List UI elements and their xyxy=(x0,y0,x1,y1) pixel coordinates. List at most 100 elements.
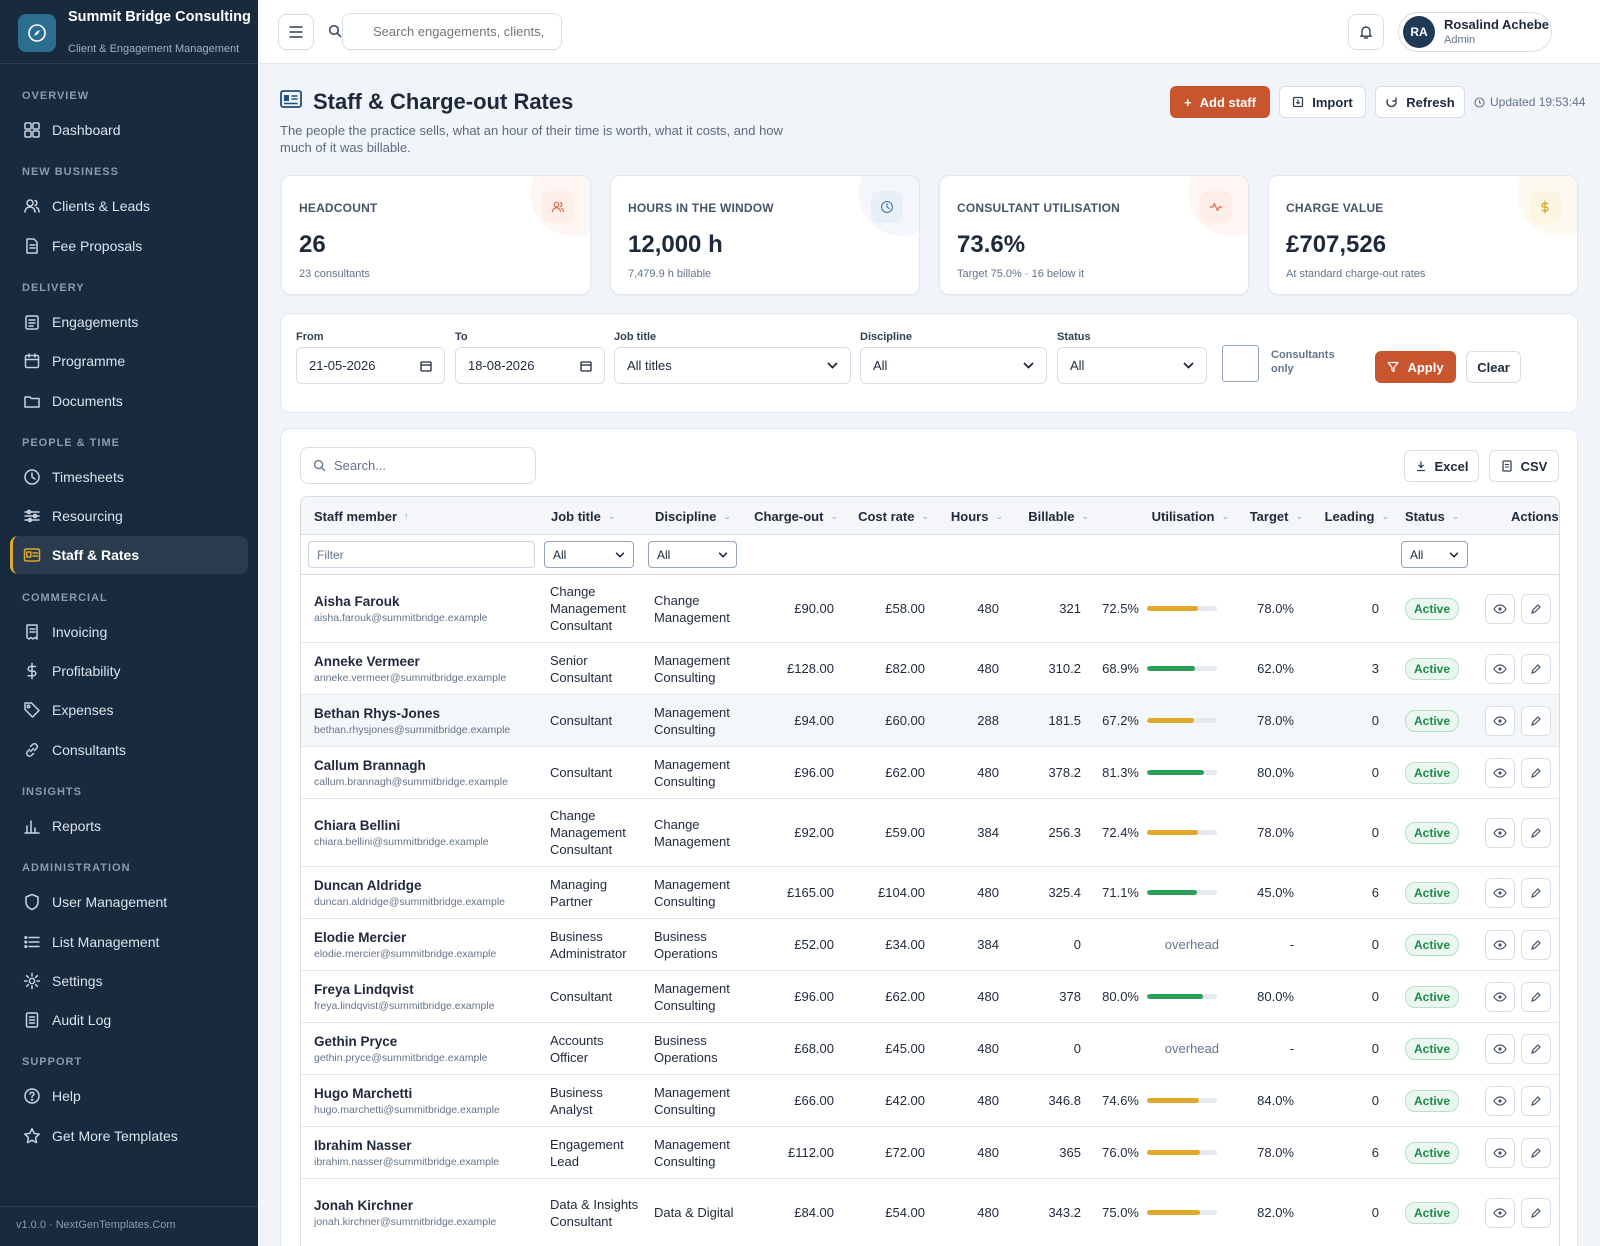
consultants-only-checkbox[interactable] xyxy=(1222,345,1259,382)
edit-button[interactable] xyxy=(1521,757,1551,788)
menu-button[interactable] xyxy=(278,14,314,50)
edit-button[interactable] xyxy=(1521,981,1551,1012)
clear-button[interactable]: Clear xyxy=(1466,351,1521,383)
view-button[interactable] xyxy=(1485,705,1515,736)
table-row[interactable]: Elodie Mercier elodie.mercier@summitbrid… xyxy=(301,919,1559,971)
notifications-button[interactable] xyxy=(1348,14,1384,50)
sidebar-item-user-management[interactable]: User Management xyxy=(10,883,248,921)
column-header[interactable]: Cost rate ⌄ xyxy=(847,497,929,535)
status-select[interactable]: All xyxy=(1057,347,1207,384)
column-header[interactable]: Target ⌄ xyxy=(1239,497,1303,535)
apply-button[interactable]: Apply xyxy=(1375,351,1456,383)
sidebar-item-staff-rates[interactable]: Staff & Rates xyxy=(10,536,248,575)
view-button[interactable] xyxy=(1485,1085,1515,1116)
global-search-input[interactable] xyxy=(342,13,562,50)
view-button[interactable] xyxy=(1485,877,1515,908)
discipline-text: Management Consulting xyxy=(654,756,730,789)
export-excel-button[interactable]: Excel xyxy=(1404,450,1479,482)
edit-button[interactable] xyxy=(1521,929,1551,960)
edit-button[interactable] xyxy=(1521,1197,1551,1228)
pencil-icon xyxy=(1531,991,1541,1002)
discipline-cell: Change Management xyxy=(654,575,746,642)
column-header[interactable]: Leading ⌄ xyxy=(1309,497,1389,535)
table-row[interactable]: Bethan Rhys-Jones bethan.rhysjones@summi… xyxy=(301,695,1559,747)
edit-button[interactable] xyxy=(1521,1137,1551,1168)
column-header[interactable]: Billable ⌄ xyxy=(1013,497,1089,535)
edit-button[interactable] xyxy=(1521,705,1551,736)
sidebar-item-consultants[interactable]: Consultants xyxy=(10,731,248,769)
leading-text: 0 xyxy=(1371,989,1379,1004)
sidebar-item-invoicing[interactable]: Invoicing xyxy=(10,613,248,651)
discipline-text: Management Consulting xyxy=(654,1084,730,1117)
view-button[interactable] xyxy=(1485,1137,1515,1168)
view-button[interactable] xyxy=(1485,981,1515,1012)
sidebar-item-profitability[interactable]: Profitability xyxy=(10,652,248,690)
table-row[interactable]: Gethin Pryce gethin.pryce@summitbridge.e… xyxy=(301,1023,1559,1075)
sidebar-item-audit-log[interactable]: Audit Log xyxy=(10,1001,248,1039)
discipline-filter-select[interactable]: All xyxy=(648,541,737,568)
import-button[interactable]: Import xyxy=(1279,86,1366,118)
edit-button[interactable] xyxy=(1521,653,1551,684)
column-header[interactable]: Discipline ⌄ xyxy=(655,497,745,535)
view-button[interactable] xyxy=(1485,593,1515,624)
view-button[interactable] xyxy=(1485,929,1515,960)
sidebar-item-get-more-templates[interactable]: Get More Templates xyxy=(10,1117,248,1155)
column-header[interactable]: Charge-out ⌄ xyxy=(753,497,838,535)
column-header[interactable]: Status ⌄ xyxy=(1405,497,1465,535)
sidebar-item-reports[interactable]: Reports xyxy=(10,807,248,845)
table-row[interactable]: Hugo Marchetti hugo.marchetti@summitbrid… xyxy=(301,1075,1559,1127)
table-row[interactable]: Callum Brannagh callum.brannagh@summitbr… xyxy=(301,747,1559,799)
view-button[interactable] xyxy=(1485,1197,1515,1228)
table-row[interactable]: Aisha Farouk aisha.farouk@summitbridge.e… xyxy=(301,575,1559,643)
staff-filter-input[interactable]: Filter xyxy=(308,541,535,568)
add-staff-button[interactable]: + Add staff xyxy=(1170,86,1270,118)
sidebar-item-fee-proposals[interactable]: Fee Proposals xyxy=(10,227,248,265)
column-header[interactable]: Actions xyxy=(1511,497,1559,535)
table-row[interactable]: Duncan Aldridge duncan.aldridge@summitbr… xyxy=(301,867,1559,919)
table-row[interactable]: Ibrahim Nasser ibrahim.nasser@summitbrid… xyxy=(301,1127,1559,1179)
table-row[interactable]: Chiara Bellini chiara.bellini@summitbrid… xyxy=(301,799,1559,867)
view-button[interactable] xyxy=(1485,757,1515,788)
job-filter-select[interactable]: All xyxy=(544,541,634,568)
export-csv-button[interactable]: CSV xyxy=(1489,450,1559,482)
refresh-button[interactable]: Refresh xyxy=(1375,86,1465,118)
job-title-select[interactable]: All titles xyxy=(614,347,851,384)
view-button[interactable] xyxy=(1485,1033,1515,1064)
discipline-select[interactable]: All xyxy=(860,347,1047,384)
sidebar-item-help[interactable]: Help xyxy=(10,1077,248,1115)
column-header[interactable]: Staff member ↑ xyxy=(314,497,534,535)
user-menu[interactable]: RA Rosalind Achebe Admin xyxy=(1398,12,1552,52)
view-button[interactable] xyxy=(1485,653,1515,684)
edit-button[interactable] xyxy=(1521,1033,1551,1064)
edit-button[interactable] xyxy=(1521,877,1551,908)
sidebar-item-dashboard[interactable]: Dashboard xyxy=(10,111,248,149)
id-card-icon xyxy=(23,546,41,564)
column-header[interactable]: Job title ⌄ xyxy=(551,497,641,535)
table-row[interactable]: Jonah Kirchner jonah.kirchner@summitbrid… xyxy=(301,1179,1559,1246)
column-header[interactable]: Utilisation ⌄ xyxy=(1137,497,1229,535)
sidebar-item-list-management[interactable]: List Management xyxy=(10,923,248,961)
column-header[interactable]: Hours ⌄ xyxy=(939,497,1003,535)
target-cell: 62.0% xyxy=(1239,643,1294,694)
pencil-icon xyxy=(1531,939,1541,950)
sidebar-item-expenses[interactable]: Expenses xyxy=(10,691,248,729)
sidebar-item-resourcing[interactable]: Resourcing xyxy=(10,497,248,535)
sidebar-item-settings[interactable]: Settings xyxy=(10,962,248,1000)
to-date-input[interactable]: 18-08-2026 xyxy=(455,347,605,384)
sidebar-item-programme[interactable]: Programme xyxy=(10,342,248,380)
sidebar-item-clients-leads[interactable]: Clients & Leads xyxy=(10,187,248,225)
staff-email: aisha.farouk@summitbridge.example xyxy=(314,611,488,624)
table-search-input[interactable]: Search... xyxy=(300,447,536,484)
sidebar-item-documents[interactable]: Documents xyxy=(10,382,248,420)
status-filter-select[interactable]: All xyxy=(1401,541,1468,568)
job-title-label: Job title xyxy=(614,331,657,343)
edit-button[interactable] xyxy=(1521,593,1551,624)
edit-button[interactable] xyxy=(1521,817,1551,848)
edit-button[interactable] xyxy=(1521,1085,1551,1116)
table-row[interactable]: Anneke Vermeer anneke.vermeer@summitbrid… xyxy=(301,643,1559,695)
table-row[interactable]: Freya Lindqvist freya.lindqvist@summitbr… xyxy=(301,971,1559,1023)
view-button[interactable] xyxy=(1485,817,1515,848)
sidebar-item-engagements[interactable]: Engagements xyxy=(10,303,248,341)
from-date-input[interactable]: 21-05-2026 xyxy=(296,347,445,384)
sidebar-item-timesheets[interactable]: Timesheets xyxy=(10,458,248,496)
